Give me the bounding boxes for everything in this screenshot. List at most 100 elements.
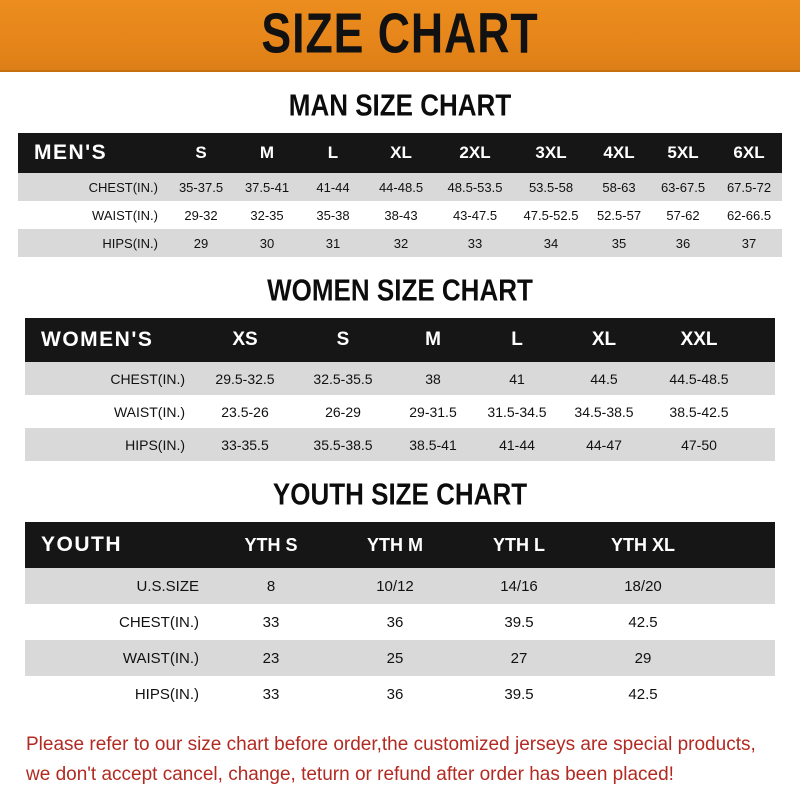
men-cell: 48.5-53.5	[447, 179, 503, 195]
men-size-header: 4XL	[603, 143, 635, 162]
men-size-header: L	[327, 143, 339, 162]
women-cell: 29-31.5	[409, 403, 457, 420]
men-size-header: S	[195, 143, 207, 162]
women-cell: 35.5-38.5	[313, 436, 373, 453]
table-row: HIPS(IN.) 33 36 39.5 42.5	[25, 676, 775, 712]
men-cell: 30	[259, 235, 275, 251]
women-cell: 41-44	[499, 436, 535, 453]
women-cell: 44-47	[586, 436, 622, 453]
women-row-label: CHEST(IN.)	[110, 370, 185, 387]
youth-size-header: YTH L	[493, 534, 545, 555]
women-cell: 44.5	[590, 370, 618, 387]
women-section-title: WOMEN SIZE CHART	[267, 272, 533, 308]
men-row-label: CHEST(IN.)	[88, 179, 158, 195]
table-row: CHEST(IN.) 29.5-32.5 32.5-35.5 38 41 44.5 44.5…	[25, 362, 775, 395]
youth-row-label: CHEST(IN.)	[119, 613, 199, 631]
women-header-label: WOMEN'S	[41, 328, 154, 351]
table-row: CHEST(IN.) 35-37.5 37.5-41 41-44 44-48.5 48.5…	[18, 173, 782, 201]
footer-line-1: Please refer to our size chart before or…	[26, 734, 756, 755]
men-cell: 35-37.5	[178, 179, 224, 195]
men-cell: 38-43	[384, 207, 418, 223]
men-cell: 57-62	[666, 207, 700, 223]
women-cell: 47-50	[681, 436, 717, 453]
youth-size-header: YTH S	[244, 534, 298, 555]
women-size-header: S	[336, 329, 350, 350]
men-cell: 34	[543, 235, 559, 251]
men-size-header: 6XL	[733, 143, 765, 162]
men-cell: 58-63	[602, 179, 636, 195]
men-cell: 52.5-57	[596, 207, 642, 223]
women-row-label: HIPS(IN.)	[125, 436, 185, 453]
footer-disclaimer: Please refer to our size chart before or…	[0, 730, 800, 790]
table-row: U.S.SIZE 8 10/12 14/16 18/20	[25, 568, 775, 604]
women-size-header	[749, 318, 775, 362]
table-row: WAIST(IN.) 23 25 27 29	[25, 640, 775, 676]
youth-header-label: YOUTH	[41, 533, 122, 556]
youth-cell: 39.5	[504, 613, 534, 631]
men-row-label: WAIST(IN.)	[92, 207, 158, 223]
women-cell	[749, 395, 775, 428]
youth-cell	[705, 676, 775, 712]
men-cell: 47.5-52.5	[523, 207, 579, 223]
men-size-header: 2XL	[459, 143, 491, 162]
women-cell: 29.5-32.5	[215, 370, 275, 387]
women-cell: 31.5-34.5	[487, 403, 547, 420]
youth-cell: 25	[386, 649, 404, 667]
youth-cell	[705, 604, 775, 640]
women-size-table: WOMEN'S XS S M L XL XXL CHEST(IN.) 29.5-32.5 32.5…	[25, 318, 775, 461]
men-size-table: MEN'S S M L XL 2XL 3XL 4XL 5XL 6XL CHEST(IN.) 35-37…	[18, 133, 782, 257]
men-cell: 37.5-41	[244, 179, 290, 195]
women-cell: 38.5-41	[409, 436, 457, 453]
women-size-header: XS	[232, 329, 258, 350]
men-header-label: MEN'S	[34, 141, 108, 164]
footer-line-2: we don't accept cancel, change, teturn o…	[26, 764, 674, 785]
women-cell	[749, 362, 775, 395]
table-row: HIPS(IN.) 33-35.5 35.5-38.5 38.5-41 41-44 44-…	[25, 428, 775, 461]
men-cell: 43-47.5	[452, 207, 498, 223]
youth-cell: 8	[266, 577, 276, 595]
youth-size-header: YTH XL	[610, 534, 675, 555]
men-size-header: 3XL	[535, 143, 567, 162]
women-cell: 41	[509, 370, 525, 387]
youth-cell: 36	[386, 685, 404, 703]
women-cell: 23.5-26	[221, 403, 269, 420]
page-title: SIZE CHART	[261, 3, 539, 66]
men-cell: 36	[675, 235, 691, 251]
youth-cell: 33	[262, 613, 280, 631]
women-size-header: L	[511, 329, 523, 350]
men-cell: 67.5-72	[726, 179, 772, 195]
men-cell: 41-44	[316, 179, 350, 195]
men-cell: 31	[325, 235, 341, 251]
youth-cell: 29	[634, 649, 652, 667]
youth-cell: 10/12	[376, 577, 414, 595]
youth-size-header	[705, 522, 775, 568]
women-cell: 34.5-38.5	[574, 403, 634, 420]
men-row-label: HIPS(IN.)	[102, 235, 158, 251]
men-cell: 32-35	[250, 207, 284, 223]
youth-cell: 23	[262, 649, 280, 667]
men-size-header: XL	[390, 143, 412, 162]
youth-cell: 18/20	[624, 577, 662, 595]
men-header-row: MEN'S S M L XL 2XL 3XL 4XL 5XL 6XL	[18, 133, 782, 173]
youth-row-label: U.S.SIZE	[136, 577, 199, 595]
women-cell	[749, 428, 775, 461]
youth-cell	[705, 568, 775, 604]
men-section-title: MAN SIZE CHART	[288, 87, 512, 123]
men-cell: 63-67.5	[660, 179, 706, 195]
youth-row-label: WAIST(IN.)	[122, 649, 199, 667]
youth-cell	[705, 640, 775, 676]
youth-cell: 14/16	[500, 577, 538, 595]
youth-size-header: YTH M	[367, 534, 423, 555]
table-row: CHEST(IN.) 33 36 39.5 42.5	[25, 604, 775, 640]
table-row: HIPS(IN.) 29 30 31 32 33 34 35 36 37	[18, 229, 782, 257]
table-row: WAIST(IN.) 23.5-26 26-29 29-31.5 31.5-34.5 34…	[25, 395, 775, 428]
men-cell: 33	[467, 235, 483, 251]
women-cell: 32.5-35.5	[313, 370, 373, 387]
men-size-header: 5XL	[667, 143, 699, 162]
women-size-header: M	[425, 329, 441, 350]
men-cell: 35-38	[316, 207, 350, 223]
men-cell: 29	[193, 235, 209, 251]
men-size-header: M	[259, 143, 275, 162]
women-header-row: WOMEN'S XS S M L XL XXL	[25, 318, 775, 362]
page-banner: SIZE CHART	[0, 0, 800, 72]
